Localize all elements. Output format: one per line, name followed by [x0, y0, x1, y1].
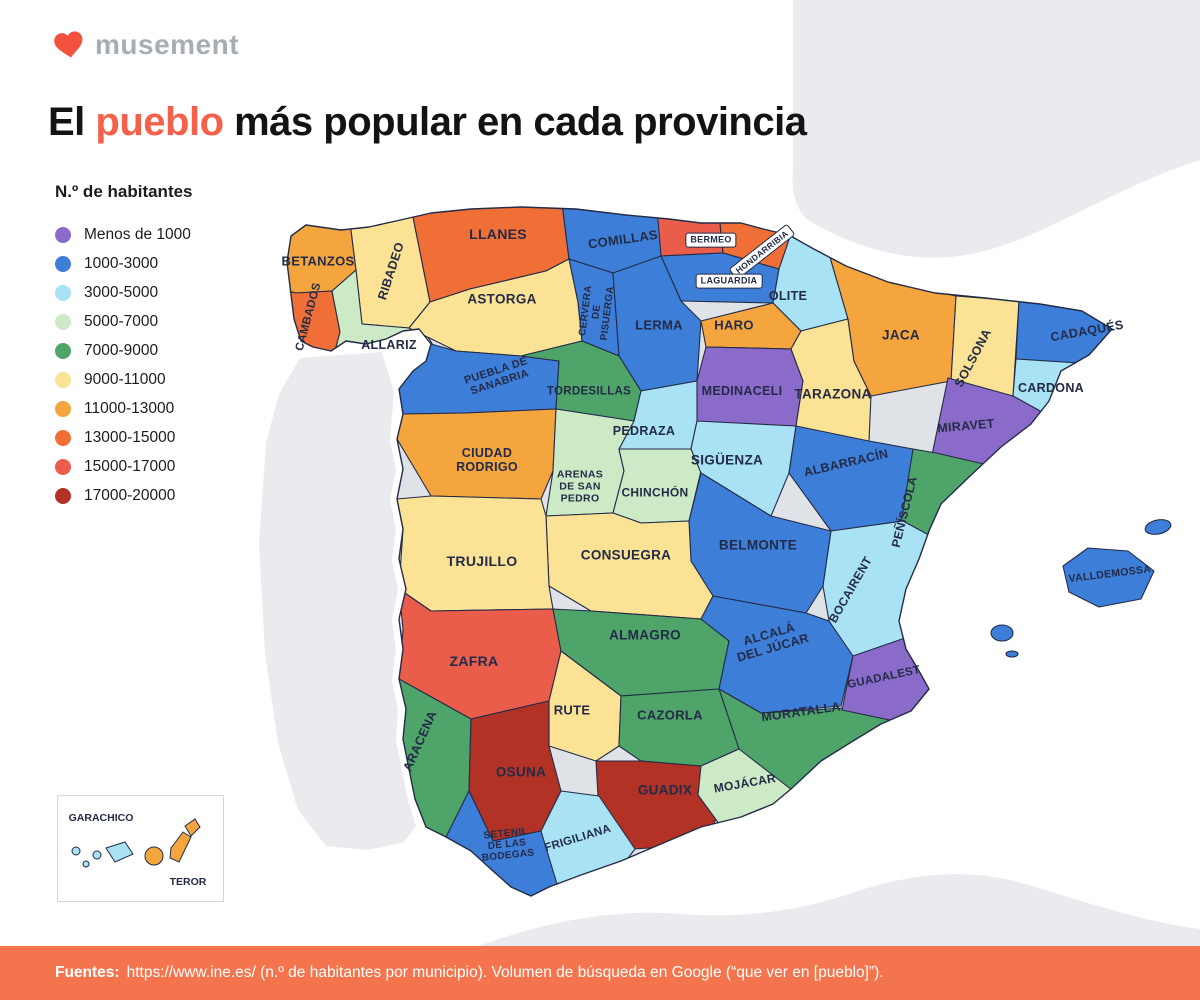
la-palma-island	[71, 846, 81, 856]
province-consuegra	[545, 512, 714, 620]
musement-logo: musement	[52, 28, 239, 62]
legend-label: 1000-3000	[84, 254, 159, 272]
province-alcala-del-jucar	[700, 595, 854, 714]
legend-swatch	[55, 429, 71, 446]
garachico-label: GARACHICO	[68, 812, 134, 824]
lanzarote-island	[184, 818, 201, 837]
legend-swatch	[55, 371, 71, 388]
ibiza-island	[990, 624, 1014, 642]
legend-items: Menos de 1000 1000-3000 3000-5000 5000-7000…	[55, 220, 193, 510]
legend-swatch	[55, 487, 71, 504]
legend-item-9: 17000-20000	[55, 481, 193, 510]
province-ciudad-rodrigo	[396, 408, 557, 500]
page-title: El pueblo más popular en cada provincia	[48, 100, 807, 145]
province-chinchon	[612, 448, 702, 524]
portugal-landmass	[259, 352, 416, 850]
legend-label: 13000-15000	[84, 428, 176, 446]
legend-item-2: 3000-5000	[55, 278, 193, 307]
title-prefix: El	[48, 100, 96, 144]
france-landmass	[792, 0, 1200, 258]
legend-label: 5000-7000	[84, 312, 159, 330]
legend-item-1: 1000-3000	[55, 249, 193, 278]
legend-label: 9000-11000	[84, 370, 166, 388]
footer-source-bar: Fuentes: https://www.ine.es/ (n.º de hab…	[0, 946, 1200, 1000]
canary-islands-map	[71, 818, 201, 868]
gran-canaria-island	[144, 846, 164, 866]
menorca-island	[1144, 519, 1172, 535]
tenerife-island	[105, 841, 134, 863]
legend-swatch	[55, 255, 71, 272]
province-cazorla	[618, 688, 740, 767]
fuerteventura-island	[169, 831, 192, 863]
province-medinaceli	[696, 346, 804, 434]
legend-swatch	[55, 284, 71, 301]
province-trujillo	[396, 495, 554, 612]
legend-label: 11000-13000	[84, 399, 175, 417]
logo-wordmark: musement	[95, 29, 240, 60]
legend-label: 17000-20000	[84, 486, 176, 504]
la-gomera-island	[92, 850, 102, 860]
legend-item-6: 11000-13000	[55, 394, 193, 423]
legend-swatch	[55, 400, 71, 417]
legend: N.º de habitantes Menos de 1000 1000-3000…	[55, 182, 193, 510]
title-suffix: más popular en cada provincia	[223, 100, 807, 144]
legend-item-5: 9000-11000	[55, 365, 193, 394]
legend-swatch	[55, 458, 71, 475]
legend-swatch	[55, 226, 71, 243]
formentera-island	[1005, 650, 1019, 658]
legend-heading: N.º de habitantes	[55, 182, 193, 201]
province-valldemossa	[1062, 547, 1155, 608]
teror-label: TEROR	[169, 876, 207, 888]
legend-item-0: Menos de 1000	[55, 220, 193, 249]
title-highlight: pueblo	[95, 100, 224, 144]
legend-item-7: 13000-15000	[55, 423, 193, 452]
legend-label: 7000-9000	[84, 341, 159, 359]
footer-sources-label: Fuentes:	[55, 964, 120, 981]
legend-label: Menos de 1000	[84, 225, 191, 243]
legend-item-8: 15000-17000	[55, 452, 193, 481]
legend-swatch	[55, 313, 71, 330]
heart-icon	[54, 31, 83, 58]
legend-label: 3000-5000	[84, 283, 159, 301]
el-hierro-island	[82, 860, 90, 868]
province-solsona	[950, 295, 1020, 397]
province-bermeo	[656, 207, 724, 257]
footer-sources-text: https://www.ine.es/ (n.º de habitantes p…	[126, 964, 884, 981]
canary-inset: GARACHICO TEROR	[57, 795, 224, 902]
legend-item-3: 5000-7000	[55, 307, 193, 336]
legend-swatch	[55, 342, 71, 359]
legend-item-4: 7000-9000	[55, 336, 193, 365]
legend-label: 15000-17000	[84, 457, 176, 475]
